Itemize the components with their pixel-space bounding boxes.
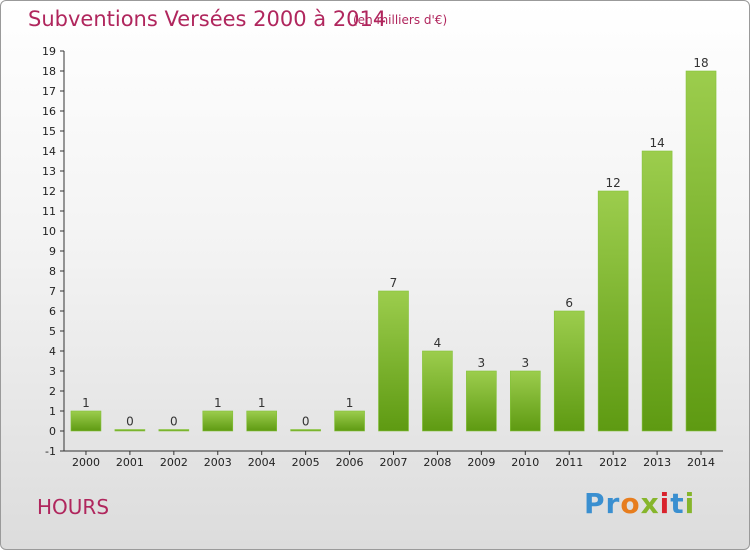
commune-name: HOURS (37, 495, 110, 519)
x-tick-label: 2004 (248, 456, 276, 469)
chart-subtitle: (en milliers d'€) (353, 13, 448, 27)
x-tick-label: 2006 (336, 456, 364, 469)
y-tick-label: 1 (49, 405, 56, 418)
y-tick-label: 14 (42, 145, 56, 158)
bar-value-label: 1 (258, 396, 266, 410)
bar-value-label: 1 (214, 396, 222, 410)
chart-title: Subventions Versées 2000 à 2014 (28, 7, 387, 31)
x-tick-label: 2007 (380, 456, 408, 469)
y-tick-label: 6 (49, 305, 56, 318)
bar-value-label: 12 (606, 176, 621, 190)
y-tick-label: 4 (49, 345, 56, 358)
bar (290, 429, 321, 432)
bar-value-label: 0 (126, 415, 134, 429)
bar (509, 370, 541, 432)
bar (114, 429, 146, 432)
y-tick-label: 8 (49, 265, 56, 278)
y-tick-label: 3 (49, 365, 56, 378)
bar (553, 310, 585, 432)
bar-value-label: 0 (170, 415, 178, 429)
x-tick-label: 2003 (204, 456, 232, 469)
y-tick-label: 5 (49, 325, 56, 338)
y-tick-label: -1 (45, 445, 56, 458)
y-tick-label: 10 (42, 225, 56, 238)
y-tick-label: 17 (42, 85, 56, 98)
y-tick-label: 13 (42, 165, 56, 178)
bar-value-label: 4 (434, 336, 442, 350)
y-tick-label: 12 (42, 185, 56, 198)
x-tick-label: 2008 (423, 456, 451, 469)
y-tick-label: 19 (42, 45, 56, 58)
bar-value-label: 1 (82, 396, 90, 410)
y-tick-label: 2 (49, 385, 56, 398)
bar (378, 290, 409, 432)
bar-value-label: 0 (302, 415, 310, 429)
x-tick-label: 2011 (555, 456, 583, 469)
bar (70, 410, 102, 432)
bar (422, 350, 453, 432)
y-tick-label: 9 (49, 245, 56, 258)
bar-value-label: 3 (478, 356, 486, 370)
x-tick-label: 2002 (160, 456, 188, 469)
x-tick-label: 2009 (467, 456, 495, 469)
bar (246, 410, 277, 432)
y-tick-label: 16 (42, 105, 56, 118)
bar (641, 150, 673, 432)
bar (597, 190, 629, 432)
y-tick-label: 11 (42, 205, 56, 218)
bar (466, 370, 497, 432)
bar (334, 410, 365, 432)
x-tick-label: 2010 (511, 456, 539, 469)
x-tick-label: 2014 (687, 456, 715, 469)
x-tick-label: 2012 (599, 456, 627, 469)
bar-value-label: 7 (390, 276, 398, 290)
bar-value-label: 1 (346, 396, 354, 410)
y-tick-label: 7 (49, 285, 56, 298)
x-tick-label: 2013 (643, 456, 671, 469)
bar-value-label: 3 (521, 356, 529, 370)
bar-value-label: 14 (649, 136, 664, 150)
x-tick-label: 2000 (72, 456, 100, 469)
bar-value-label: 18 (693, 56, 708, 70)
y-tick-label: 18 (42, 65, 56, 78)
x-tick-label: 2001 (116, 456, 144, 469)
y-tick-label: 15 (42, 125, 56, 138)
x-tick-label: 2005 (292, 456, 320, 469)
bar (158, 429, 190, 432)
y-tick-label: 0 (49, 425, 56, 438)
bar (685, 70, 717, 432)
bar (202, 410, 234, 432)
bar-value-label: 6 (565, 296, 573, 310)
proxiti-logo: Proxiti (584, 487, 696, 520)
